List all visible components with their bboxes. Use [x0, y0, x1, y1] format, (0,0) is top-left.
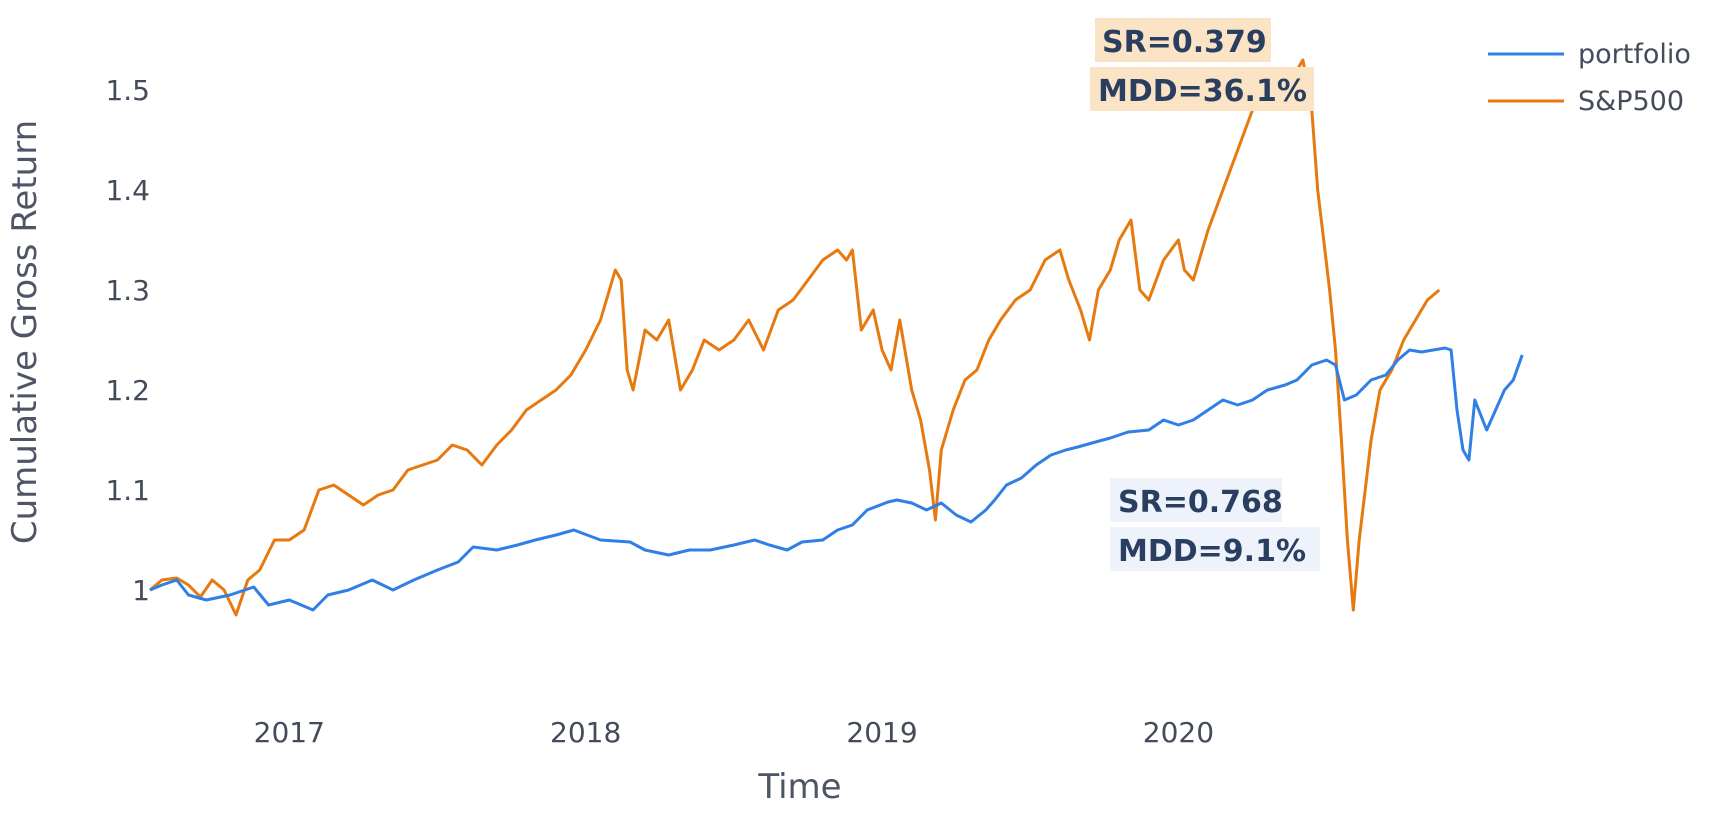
annotation-box: SR=0.379 MDD=36.1% — [1090, 18, 1314, 111]
y-tick-label: 1.3 — [105, 274, 150, 307]
annotation-text: MDD=36.1% — [1098, 74, 1307, 109]
y-tick-label: 1.5 — [105, 74, 150, 107]
x-axis-ticks: 2017 2018 2019 2020 — [254, 716, 1214, 749]
legend-label: portfolio — [1578, 39, 1691, 70]
x-tick-label: 2017 — [254, 716, 325, 749]
x-tick-label: 2020 — [1143, 716, 1214, 749]
x-axis-title: Time — [757, 767, 841, 807]
y-tick-label: 1.2 — [105, 374, 150, 407]
y-axis-title: Cumulative Gross Return — [5, 120, 45, 544]
x-tick-label: 2019 — [846, 716, 917, 749]
annotation-text: SR=0.768 — [1118, 485, 1283, 520]
x-tick-label: 2018 — [550, 716, 621, 749]
annotation-bg — [1110, 478, 1282, 522]
y-tick-label: 1.1 — [105, 474, 150, 507]
legend[interactable]: portfolio S&P500 — [1488, 39, 1691, 117]
annotation-box: SR=0.768 MDD=9.1% — [1110, 478, 1320, 571]
y-tick-label: 1.4 — [105, 174, 150, 207]
legend-item[interactable]: portfolio — [1488, 39, 1691, 70]
legend-item[interactable]: S&P500 — [1488, 86, 1684, 117]
series-line-portfolio — [149, 346, 1524, 612]
annotation-bg — [1095, 18, 1271, 62]
annotation-text: SR=0.379 — [1102, 25, 1267, 60]
annotation-bg — [1110, 527, 1320, 571]
legend-label: S&P500 — [1578, 86, 1684, 117]
y-axis-ticks: 1 1.1 1.2 1.3 1.4 1.5 — [105, 74, 150, 607]
annotations: SR=0.379 MDD=36.1% SR=0.768 MDD=9.1% — [1090, 18, 1320, 571]
y-tick-label: 1 — [132, 574, 150, 607]
annotation-text: MDD=9.1% — [1118, 534, 1306, 569]
annotation-bg — [1090, 67, 1314, 111]
